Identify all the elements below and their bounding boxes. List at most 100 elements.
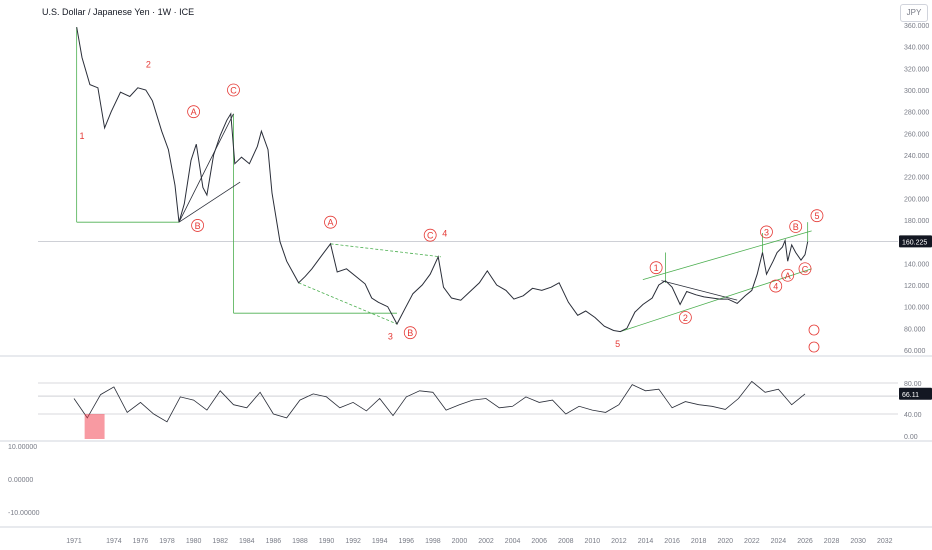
x-tick-label: 2016 xyxy=(664,538,680,545)
x-tick-label: 1978 xyxy=(159,538,175,545)
wave-label-circle xyxy=(403,326,417,340)
wave-label: 5 xyxy=(814,211,819,221)
wave-label-circle xyxy=(798,262,812,276)
wave-label: B xyxy=(407,328,413,338)
x-tick-label: 2002 xyxy=(478,538,494,545)
wave-label-circle xyxy=(769,279,783,293)
wave-label: 2 xyxy=(146,60,151,70)
wave-label: 1 xyxy=(79,131,84,141)
lower-tick-label: 0.00000 xyxy=(8,477,33,484)
x-tick-label: 2026 xyxy=(797,538,813,545)
wedge-line xyxy=(178,113,234,223)
y-tick-label: 360.000 xyxy=(904,23,929,30)
chart-grid xyxy=(0,241,932,528)
y-tick-label: 340.000 xyxy=(904,45,929,52)
wave-label: C xyxy=(427,231,434,241)
x-tick-label: 1984 xyxy=(239,538,255,545)
lower-tick-label: 10.00000 xyxy=(8,444,37,451)
wave-label: B xyxy=(195,221,201,231)
wave-label: C xyxy=(802,264,809,274)
price-line xyxy=(76,27,809,333)
wave-label-circle xyxy=(191,219,205,232)
channel-line xyxy=(298,282,398,325)
price-series xyxy=(76,27,809,333)
wave-label: A xyxy=(191,107,197,117)
chart-axes: 360.000340.000320.000300.000280.000260.0… xyxy=(8,23,932,545)
osc-current-badge xyxy=(899,387,932,400)
y-tick-label: 240.000 xyxy=(904,153,929,160)
wave-label: C xyxy=(230,86,237,96)
y-tick-label: 140.000 xyxy=(904,261,929,268)
x-tick-label: 2030 xyxy=(850,538,866,545)
channel-line xyxy=(642,230,812,280)
wedge-line xyxy=(178,181,241,223)
x-tick-label: 1992 xyxy=(345,538,361,545)
y-tick-label: 200.000 xyxy=(904,196,929,203)
y-tick-label: 120.000 xyxy=(904,283,929,290)
wave-label-circle xyxy=(781,268,795,282)
y-tick-label: 60.000 xyxy=(904,348,926,355)
channel-line xyxy=(330,243,441,258)
y-tick-label: 180.000 xyxy=(904,218,929,225)
channel-line xyxy=(620,268,812,332)
wave-label: A xyxy=(328,218,334,228)
x-tick-label: 2022 xyxy=(744,538,760,545)
x-tick-label: 2000 xyxy=(452,538,468,545)
wave-label: B xyxy=(793,222,799,232)
osc-level-label: 80.00 xyxy=(904,381,922,388)
x-tick-label: 2032 xyxy=(877,538,893,545)
wave-label: 1 xyxy=(654,263,659,273)
oscillator-oversold-fill xyxy=(84,414,105,439)
x-tick-label: 1986 xyxy=(266,538,282,545)
x-tick-label: 1990 xyxy=(319,538,335,545)
oscillator-line xyxy=(73,380,806,423)
target-marker-icon xyxy=(808,341,820,353)
wave-label-circle xyxy=(227,83,240,97)
wedge-line xyxy=(661,280,738,301)
y-tick-label: 300.000 xyxy=(904,88,929,95)
wave-label: 5 xyxy=(615,339,620,349)
x-tick-label: 2020 xyxy=(717,538,733,545)
x-tick-label: 1996 xyxy=(398,538,414,545)
x-tick-label: 1980 xyxy=(186,538,202,545)
wave-label: 3 xyxy=(388,331,393,341)
osc-level-label: 0.00 xyxy=(904,434,918,441)
x-tick-label: 1976 xyxy=(133,538,149,545)
wave-label: A xyxy=(785,271,791,281)
x-tick-label: 2024 xyxy=(771,538,787,545)
wave-label-circle xyxy=(789,220,803,233)
osc-current-value: 66.11 xyxy=(902,392,919,399)
y-tick-label: 280.000 xyxy=(904,110,929,117)
wave-label-circle xyxy=(324,215,337,229)
y-tick-label: 220.000 xyxy=(904,175,929,182)
x-tick-label: 2028 xyxy=(824,538,840,545)
y-tick-label: 320.000 xyxy=(904,66,929,73)
wave-label: 4 xyxy=(442,229,447,239)
wave-label-circle xyxy=(649,261,663,275)
target-marker-icon xyxy=(808,324,820,336)
guide-lines xyxy=(76,27,812,332)
y-tick-label: 100.000 xyxy=(904,305,929,312)
x-tick-label: 1994 xyxy=(372,538,388,545)
x-tick-label: 2014 xyxy=(638,538,654,545)
wave-label-circle xyxy=(423,228,437,242)
currency-unit-badge[interactable]: JPY xyxy=(900,4,928,22)
x-tick-label: 1998 xyxy=(425,538,441,545)
current-price-value: 160.225 xyxy=(902,239,927,246)
x-tick-label: 2010 xyxy=(585,538,601,545)
wave-label: 4 xyxy=(773,282,778,292)
oscillator-series xyxy=(73,380,806,439)
y-tick-label: 260.000 xyxy=(904,131,929,138)
wave-label-circle xyxy=(810,209,824,223)
wave-label-circle xyxy=(678,311,692,324)
x-tick-label: 1971 xyxy=(66,538,82,545)
x-tick-label: 2018 xyxy=(691,538,707,545)
wave-label: 3 xyxy=(764,227,769,237)
osc-level-label: 40.00 xyxy=(904,412,922,419)
wave-label: 2 xyxy=(683,313,688,323)
x-tick-label: 2006 xyxy=(531,538,547,545)
y-tick-label: 80.000 xyxy=(904,326,926,333)
wave-label-circle xyxy=(760,225,773,239)
